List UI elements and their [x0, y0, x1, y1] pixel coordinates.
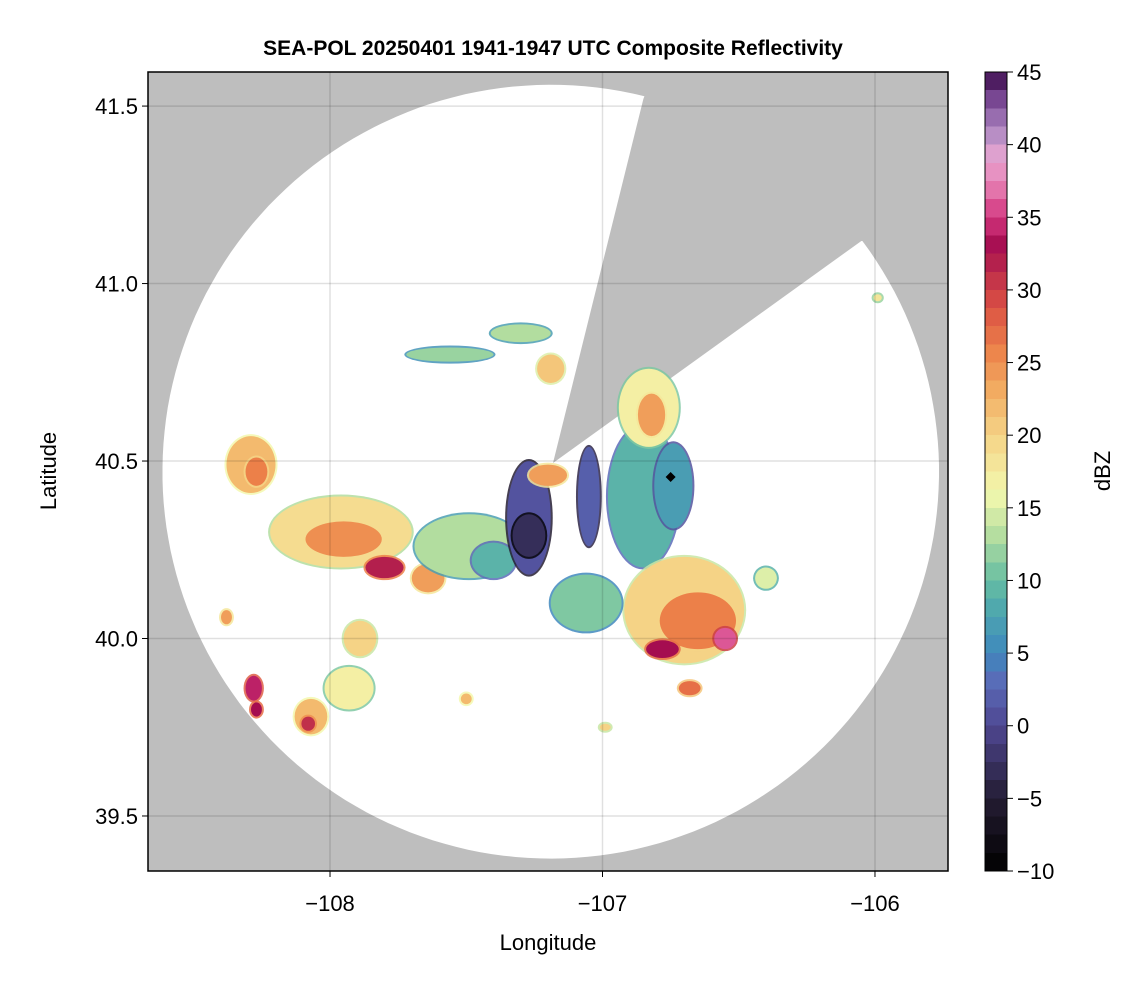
- echo-cell: [250, 702, 262, 717]
- y-axis-label: Latitude: [36, 432, 61, 510]
- echo-cell: [528, 464, 568, 486]
- echo-cell: [678, 681, 701, 696]
- echo-cell: [646, 640, 679, 659]
- colorbar-label: dBZ: [1090, 451, 1115, 491]
- chart-title: SEA-POL 20250401 1941-1947 UTC Composite…: [263, 37, 843, 60]
- colorbar-tick-label: 45: [1017, 60, 1041, 85]
- echo-cell: [599, 723, 611, 731]
- colorbar-tick-label: 5: [1017, 641, 1029, 666]
- colorbar-tick-label: 0: [1017, 714, 1029, 739]
- echo-cell: [755, 567, 777, 589]
- echo-cell: [221, 610, 232, 625]
- x-tick-label: −108: [305, 891, 355, 916]
- echo-cell: [512, 514, 546, 557]
- colorbar-ticks: −10 −5 0 5 10 15 20 25 30 35 40 45: [1007, 60, 1054, 884]
- y-tick-label: 41.5: [95, 94, 138, 119]
- echo-cell: [490, 324, 551, 343]
- y-tick-label: 40.5: [95, 449, 138, 474]
- colorbar-tick-label: 20: [1017, 423, 1041, 448]
- x-axis-label: Longitude: [500, 930, 597, 955]
- echo-cell: [343, 620, 377, 657]
- y-tick-label: 41.0: [95, 272, 138, 297]
- x-tick-label: −106: [850, 891, 900, 916]
- colorbar-tick-label: 25: [1017, 351, 1041, 376]
- echo-cell: [245, 457, 268, 486]
- colorbar-tick-label: 10: [1017, 568, 1041, 593]
- colorbar-tick-label: 40: [1017, 133, 1041, 158]
- colorbar-tick-label: −5: [1017, 786, 1042, 811]
- echo-cell: [305, 521, 382, 557]
- echo-cell: [714, 627, 737, 650]
- plot-frame: [147, 71, 949, 872]
- grid-lines: [148, 72, 948, 871]
- echo-cell: [324, 666, 374, 710]
- echo-cell: [245, 675, 262, 701]
- colorbar-tick-label: 35: [1017, 205, 1041, 230]
- echo-cell: [873, 294, 882, 302]
- colorbar: [984, 71, 1008, 872]
- colorbar-tick-label: 30: [1017, 278, 1041, 303]
- y-tick-label: 40.0: [95, 627, 138, 652]
- echo-cell: [550, 574, 622, 632]
- echo-cell: [471, 542, 516, 579]
- radar-site-marker: [665, 472, 676, 483]
- echo-cell: [406, 347, 494, 362]
- echo-cell: [577, 446, 600, 547]
- echo-cell: [460, 693, 472, 705]
- echo-cell: [637, 393, 666, 437]
- y-axis: 39.5 40.0 40.5 41.0 41.5: [95, 94, 148, 829]
- echo-cell: [654, 443, 693, 529]
- echo-cell: [537, 354, 565, 383]
- echo-cell: [301, 716, 316, 731]
- x-tick-label: −107: [578, 891, 628, 916]
- echo-cell: [365, 556, 404, 579]
- y-tick-label: 39.5: [95, 804, 138, 829]
- colorbar-tick-label: −10: [1017, 859, 1054, 884]
- echo-layer: [219, 292, 884, 737]
- x-axis: −108 −107 −106: [305, 871, 900, 916]
- colorbar-tick-label: 15: [1017, 496, 1041, 521]
